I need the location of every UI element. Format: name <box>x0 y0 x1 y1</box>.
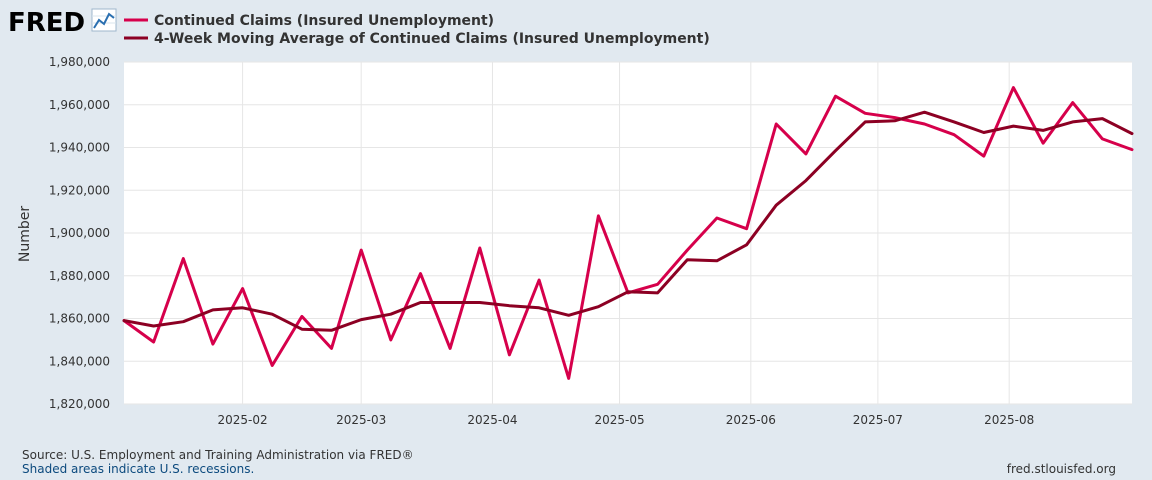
x-tick-label: 2025-08 <box>984 413 1034 427</box>
footer-source[interactable]: Source: U.S. Employment and Training Adm… <box>22 448 414 462</box>
y-tick-label: 1,940,000 <box>49 141 110 155</box>
y-axis-title: Number <box>17 206 33 262</box>
footer-url[interactable]: fred.stlouisfed.org <box>1007 462 1116 476</box>
legend-item-continued-claims[interactable]: Continued Claims (Insured Unemployment) <box>124 13 494 29</box>
y-tick-label: 1,960,000 <box>49 98 110 112</box>
y-tick-label: 1,980,000 <box>49 55 110 69</box>
x-axis-tick-labels: 2025-02 2025-03 2025-04 2025-05 2025-06 2025-… <box>218 413 1035 427</box>
x-tick-label: 2025-07 <box>853 413 903 427</box>
fred-chart-icon <box>91 8 117 32</box>
legend-label-continued-claims: Continued Claims (Insured Unemployment) <box>154 13 494 29</box>
fred-logo-text: FRED <box>8 8 85 38</box>
y-tick-label: 1,820,000 <box>49 397 110 411</box>
y-tick-label: 1,920,000 <box>49 183 110 197</box>
x-tick-label: 2025-03 <box>336 413 386 427</box>
legend-label-moving-average: 4-Week Moving Average of Continued Claim… <box>154 31 710 47</box>
legend: Continued Claims (Insured Unemployment) … <box>124 13 710 47</box>
series-lines <box>122 86 1134 380</box>
y-tick-label: 1,860,000 <box>49 312 110 326</box>
footer-recession-note: Shaded areas indicate U.S. recessions. <box>22 462 254 476</box>
y-tick-label: 1,900,000 <box>49 226 110 240</box>
x-tick-label: 2025-05 <box>594 413 644 427</box>
x-tick-label: 2025-06 <box>726 413 776 427</box>
x-tick-label: 2025-04 <box>467 413 517 427</box>
fred-logo[interactable]: FRED <box>8 8 117 38</box>
y-tick-label: 1,840,000 <box>49 354 110 368</box>
x-tick-label: 2025-02 <box>218 413 268 427</box>
series-line-moving-average[interactable] <box>122 110 1134 332</box>
x-gridlines <box>242 62 1010 404</box>
y-axis-tick-labels: 1,820,000 1,840,000 1,860,000 1,880,000 1,90… <box>49 55 110 411</box>
y-gridlines <box>124 61 1132 405</box>
legend-item-moving-average[interactable]: 4-Week Moving Average of Continued Claim… <box>124 31 710 47</box>
y-tick-label: 1,880,000 <box>49 269 110 283</box>
